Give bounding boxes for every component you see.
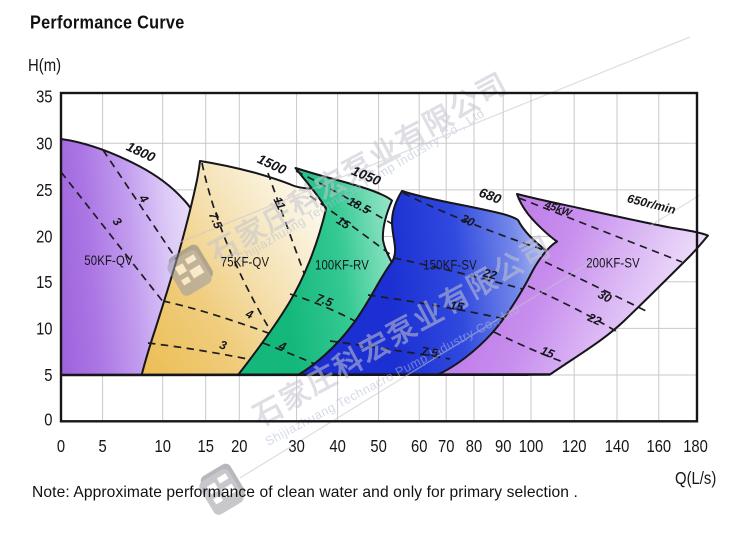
svg-text:30: 30 <box>36 134 52 154</box>
svg-text:20: 20 <box>36 227 52 247</box>
svg-text:50: 50 <box>370 437 386 457</box>
svg-text:10: 10 <box>36 319 52 339</box>
svg-text:22: 22 <box>481 265 499 282</box>
svg-text:0: 0 <box>44 410 52 430</box>
svg-text:60: 60 <box>411 437 427 457</box>
svg-text:200KF-SV: 200KF-SV <box>586 256 640 271</box>
svg-text:Note: Approximate performance: Note: Approximate performance of clean w… <box>32 484 578 501</box>
svg-text:7.5: 7.5 <box>420 344 439 360</box>
svg-text:50KF-QV: 50KF-QV <box>84 253 133 268</box>
svg-text:5: 5 <box>98 437 106 457</box>
svg-text:70: 70 <box>438 437 454 457</box>
svg-text:160: 160 <box>646 437 671 457</box>
svg-text:75KF-QV: 75KF-QV <box>221 255 270 270</box>
svg-text:11: 11 <box>271 195 289 213</box>
svg-text:15: 15 <box>36 272 52 292</box>
svg-text:0: 0 <box>57 437 65 457</box>
svg-text:100: 100 <box>519 437 544 457</box>
svg-text:3: 3 <box>218 338 229 353</box>
svg-text:100KF-RV: 100KF-RV <box>315 258 369 273</box>
svg-text:10: 10 <box>154 437 170 457</box>
svg-text:25: 25 <box>36 181 52 201</box>
svg-text:40: 40 <box>329 437 345 457</box>
svg-text:7.5: 7.5 <box>314 291 335 310</box>
svg-text:15: 15 <box>539 343 557 361</box>
svg-text:80: 80 <box>466 437 482 457</box>
svg-text:7.5: 7.5 <box>206 210 226 231</box>
svg-text:15: 15 <box>197 437 213 457</box>
svg-text:30: 30 <box>596 287 615 306</box>
svg-text:H(m): H(m) <box>28 56 61 75</box>
svg-text:150KF-SV: 150KF-SV <box>423 258 477 273</box>
svg-text:Q(L/s): Q(L/s) <box>675 469 716 488</box>
svg-text:15: 15 <box>449 298 465 314</box>
svg-text:5: 5 <box>44 366 52 386</box>
svg-text:120: 120 <box>562 437 587 457</box>
svg-text:30: 30 <box>288 437 304 457</box>
svg-text:90: 90 <box>495 437 511 457</box>
svg-text:22: 22 <box>585 310 604 329</box>
svg-text:20: 20 <box>231 437 247 457</box>
svg-text:Performance Curve: Performance Curve <box>30 12 185 33</box>
svg-text:180: 180 <box>683 437 708 457</box>
svg-text:35: 35 <box>36 87 52 107</box>
svg-text:30: 30 <box>459 211 477 230</box>
svg-text:140: 140 <box>605 437 630 457</box>
